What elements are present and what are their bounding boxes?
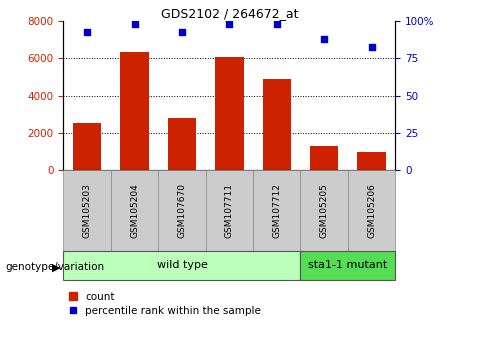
Point [83,29,91,34]
Point [320,36,328,42]
Bar [348,170,395,251]
Text: GSM107670: GSM107670 [178,183,186,238]
Bar [121,52,149,170]
Legend: count, percentile rank within the sample: count, percentile rank within the sample [69,292,261,316]
Point [273,21,281,27]
Bar [63,170,111,251]
Bar [253,170,301,251]
Bar [168,118,196,170]
Bar [215,57,244,170]
Text: GSM105203: GSM105203 [82,183,92,238]
Text: GSM105204: GSM105204 [130,183,139,238]
Text: GSM105206: GSM105206 [367,183,376,238]
Text: wild type: wild type [157,261,207,270]
Bar [301,170,348,251]
Point [225,21,233,27]
Title: GDS2102 / 264672_at: GDS2102 / 264672_at [161,7,298,20]
Text: genotype/variation: genotype/variation [5,262,104,272]
Text: GSM105205: GSM105205 [320,183,329,238]
Bar [158,170,205,251]
Point [178,29,186,34]
Bar [205,170,253,251]
Text: ▶: ▶ [52,262,61,272]
Bar [357,152,386,170]
Point [367,44,375,49]
Point [131,21,139,27]
Text: sta1-1 mutant: sta1-1 mutant [308,261,387,270]
Bar [263,79,291,170]
Text: GSM107711: GSM107711 [225,183,234,238]
Bar [111,170,158,251]
Bar [310,146,338,170]
Bar [73,124,102,170]
Bar [301,251,395,280]
Text: GSM107712: GSM107712 [272,183,281,238]
Bar [63,251,301,280]
